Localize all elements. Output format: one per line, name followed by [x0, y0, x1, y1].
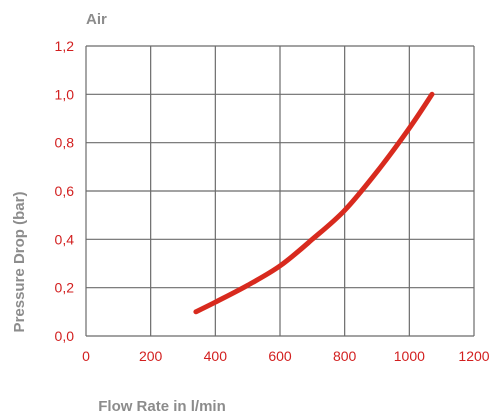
- series-group: [193, 91, 435, 315]
- x-axis-label: Flow Rate in l/min: [98, 398, 226, 415]
- y-tick-label: 0,4: [55, 231, 75, 247]
- grid: [85, 45, 475, 337]
- x-tick-label: 1200: [458, 348, 489, 364]
- y-tick-label: 0,2: [55, 280, 75, 296]
- x-tick-label: 1000: [394, 348, 425, 364]
- x-tick-label: 400: [204, 348, 228, 364]
- x-tick-label: 800: [333, 348, 357, 364]
- x-tick-label: 200: [139, 348, 163, 364]
- y-axis-label: Pressure Drop (bar): [11, 192, 28, 333]
- x-axis-ticks: 0 200 400 600 800 1000 1200: [82, 348, 490, 364]
- y-tick-label: 0,8: [55, 135, 75, 151]
- x-tick-label: 0: [82, 348, 90, 364]
- x-tick-label: 600: [268, 348, 292, 364]
- y-tick-label: 1,2: [55, 38, 75, 54]
- y-tick-label: 0,0: [55, 328, 75, 344]
- y-tick-label: 1,0: [55, 86, 75, 102]
- y-axis-ticks: 0,0 0,2 0,4 0,6 0,8 1,0 1,2: [55, 38, 75, 344]
- y-tick-label: 0,6: [55, 183, 75, 199]
- series-line: [193, 91, 435, 315]
- chart-title: Air: [86, 11, 107, 28]
